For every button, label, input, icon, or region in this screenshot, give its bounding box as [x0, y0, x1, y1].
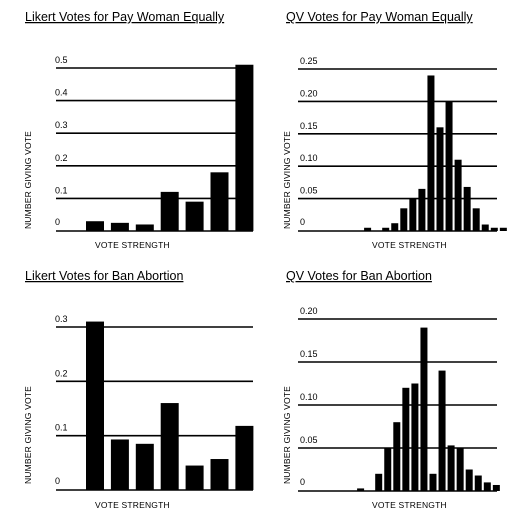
chart-1-bar — [110, 222, 129, 231]
chart-3-title: Likert Votes for Ban Abortion — [25, 269, 183, 283]
chart-4-bar — [429, 473, 437, 491]
chart-2-bar — [382, 227, 390, 231]
chart-4-bar — [420, 327, 428, 491]
chart-2-bar — [499, 227, 507, 231]
chart-1-ytick-label: 0.2 — [55, 153, 68, 163]
chart-4-ytick-label: 0 — [300, 477, 305, 487]
chart-4-bar — [384, 448, 392, 491]
chart-4-title: QV Votes for Ban Abortion — [286, 269, 432, 283]
chart-1-bar — [135, 224, 154, 231]
chart-1-bar — [235, 64, 254, 232]
chart-4-ytick-label: 0.20 — [300, 306, 318, 316]
chart-2-bar — [418, 188, 426, 231]
chart-4-bar — [483, 482, 491, 491]
chart-1-ytick-label: 0.4 — [55, 88, 68, 98]
chart-2-bar — [454, 159, 462, 231]
chart-2-bar — [391, 223, 399, 231]
chart-2-bar — [364, 227, 372, 231]
chart-1-ylabel: NUMBER GIVING VOTE — [23, 131, 33, 229]
chart-3-bar — [135, 443, 154, 490]
chart-3-bar — [235, 425, 254, 490]
chart-4-ylabel: NUMBER GIVING VOTE — [282, 386, 292, 484]
chart-3-bar — [110, 439, 129, 490]
chart-4-ytick-label: 0.10 — [300, 392, 318, 402]
chart-2-bar — [427, 75, 435, 231]
chart-2-bar — [463, 186, 471, 231]
chart-2-bar — [445, 101, 453, 232]
chart-2-xlabel: VOTE STRENGTH — [372, 240, 447, 250]
chart-3-ytick-label: 0.3 — [55, 314, 68, 324]
chart-4-xlabel: VOTE STRENGTH — [372, 500, 447, 510]
chart-4-bar — [447, 445, 455, 491]
chart-4-ytick-label: 0.05 — [300, 435, 318, 445]
chart-4-ytick-label: 0.15 — [300, 349, 318, 359]
chart-2-ytick-label: 0.15 — [300, 121, 318, 131]
chart-2-bar — [409, 198, 417, 231]
chart-1-title: Likert Votes for Pay Woman Equally — [25, 10, 225, 24]
chart-3-ytick-label: 0.1 — [55, 423, 68, 433]
chart-4-bar — [438, 370, 446, 491]
chart-3-bar — [185, 465, 204, 490]
chart-1-bar — [210, 172, 229, 231]
chart-2-ylabel: NUMBER GIVING VOTE — [282, 131, 292, 229]
chart-2-bar — [400, 208, 408, 231]
chart-4-bar — [402, 387, 410, 491]
chart-2-ytick-label: 0.05 — [300, 186, 318, 196]
chart-1-ytick-label: 0 — [55, 217, 60, 227]
chart-1-bar — [185, 201, 204, 231]
chart-2-bar — [481, 224, 489, 231]
chart-3-ytick-label: 0 — [55, 476, 60, 486]
chart-4-bar — [474, 475, 482, 491]
chart-4-bar — [492, 484, 500, 491]
chart-4-bar — [456, 448, 464, 491]
chart-1-bar — [160, 191, 179, 231]
chart-3-bar — [160, 403, 179, 490]
chart-1-ytick-label: 0.1 — [55, 185, 68, 195]
chart-2-ytick-label: 0.25 — [300, 56, 318, 66]
chart-3-bar — [86, 321, 104, 490]
chart-2-ytick-label: 0 — [300, 217, 305, 227]
chart-2-bar — [436, 127, 444, 231]
chart-1-ytick-label: 0.3 — [55, 120, 68, 130]
chart-4-bar — [393, 422, 401, 491]
chart-4-bar — [411, 383, 419, 491]
chart-1-xlabel: VOTE STRENGTH — [95, 240, 170, 250]
chart-2-ytick-label: 0.20 — [300, 88, 318, 98]
chart-1-bar — [86, 221, 104, 231]
chart-2-bar — [490, 227, 498, 231]
chart-4-bar — [375, 473, 383, 491]
chart-2-title: QV Votes for Pay Woman Equally — [286, 10, 473, 24]
chart-3-xlabel: VOTE STRENGTH — [95, 500, 170, 510]
chart-3-ylabel: NUMBER GIVING VOTE — [23, 386, 33, 484]
chart-3-bar — [210, 459, 229, 490]
chart-4-bar — [357, 488, 365, 491]
chart-1-ytick-label: 0.5 — [55, 55, 68, 65]
chart-4-bar — [465, 469, 473, 491]
chart-3-ytick-label: 0.2 — [55, 368, 68, 378]
chart-2-bar — [472, 208, 480, 231]
chart-2-ytick-label: 0.10 — [300, 153, 318, 163]
